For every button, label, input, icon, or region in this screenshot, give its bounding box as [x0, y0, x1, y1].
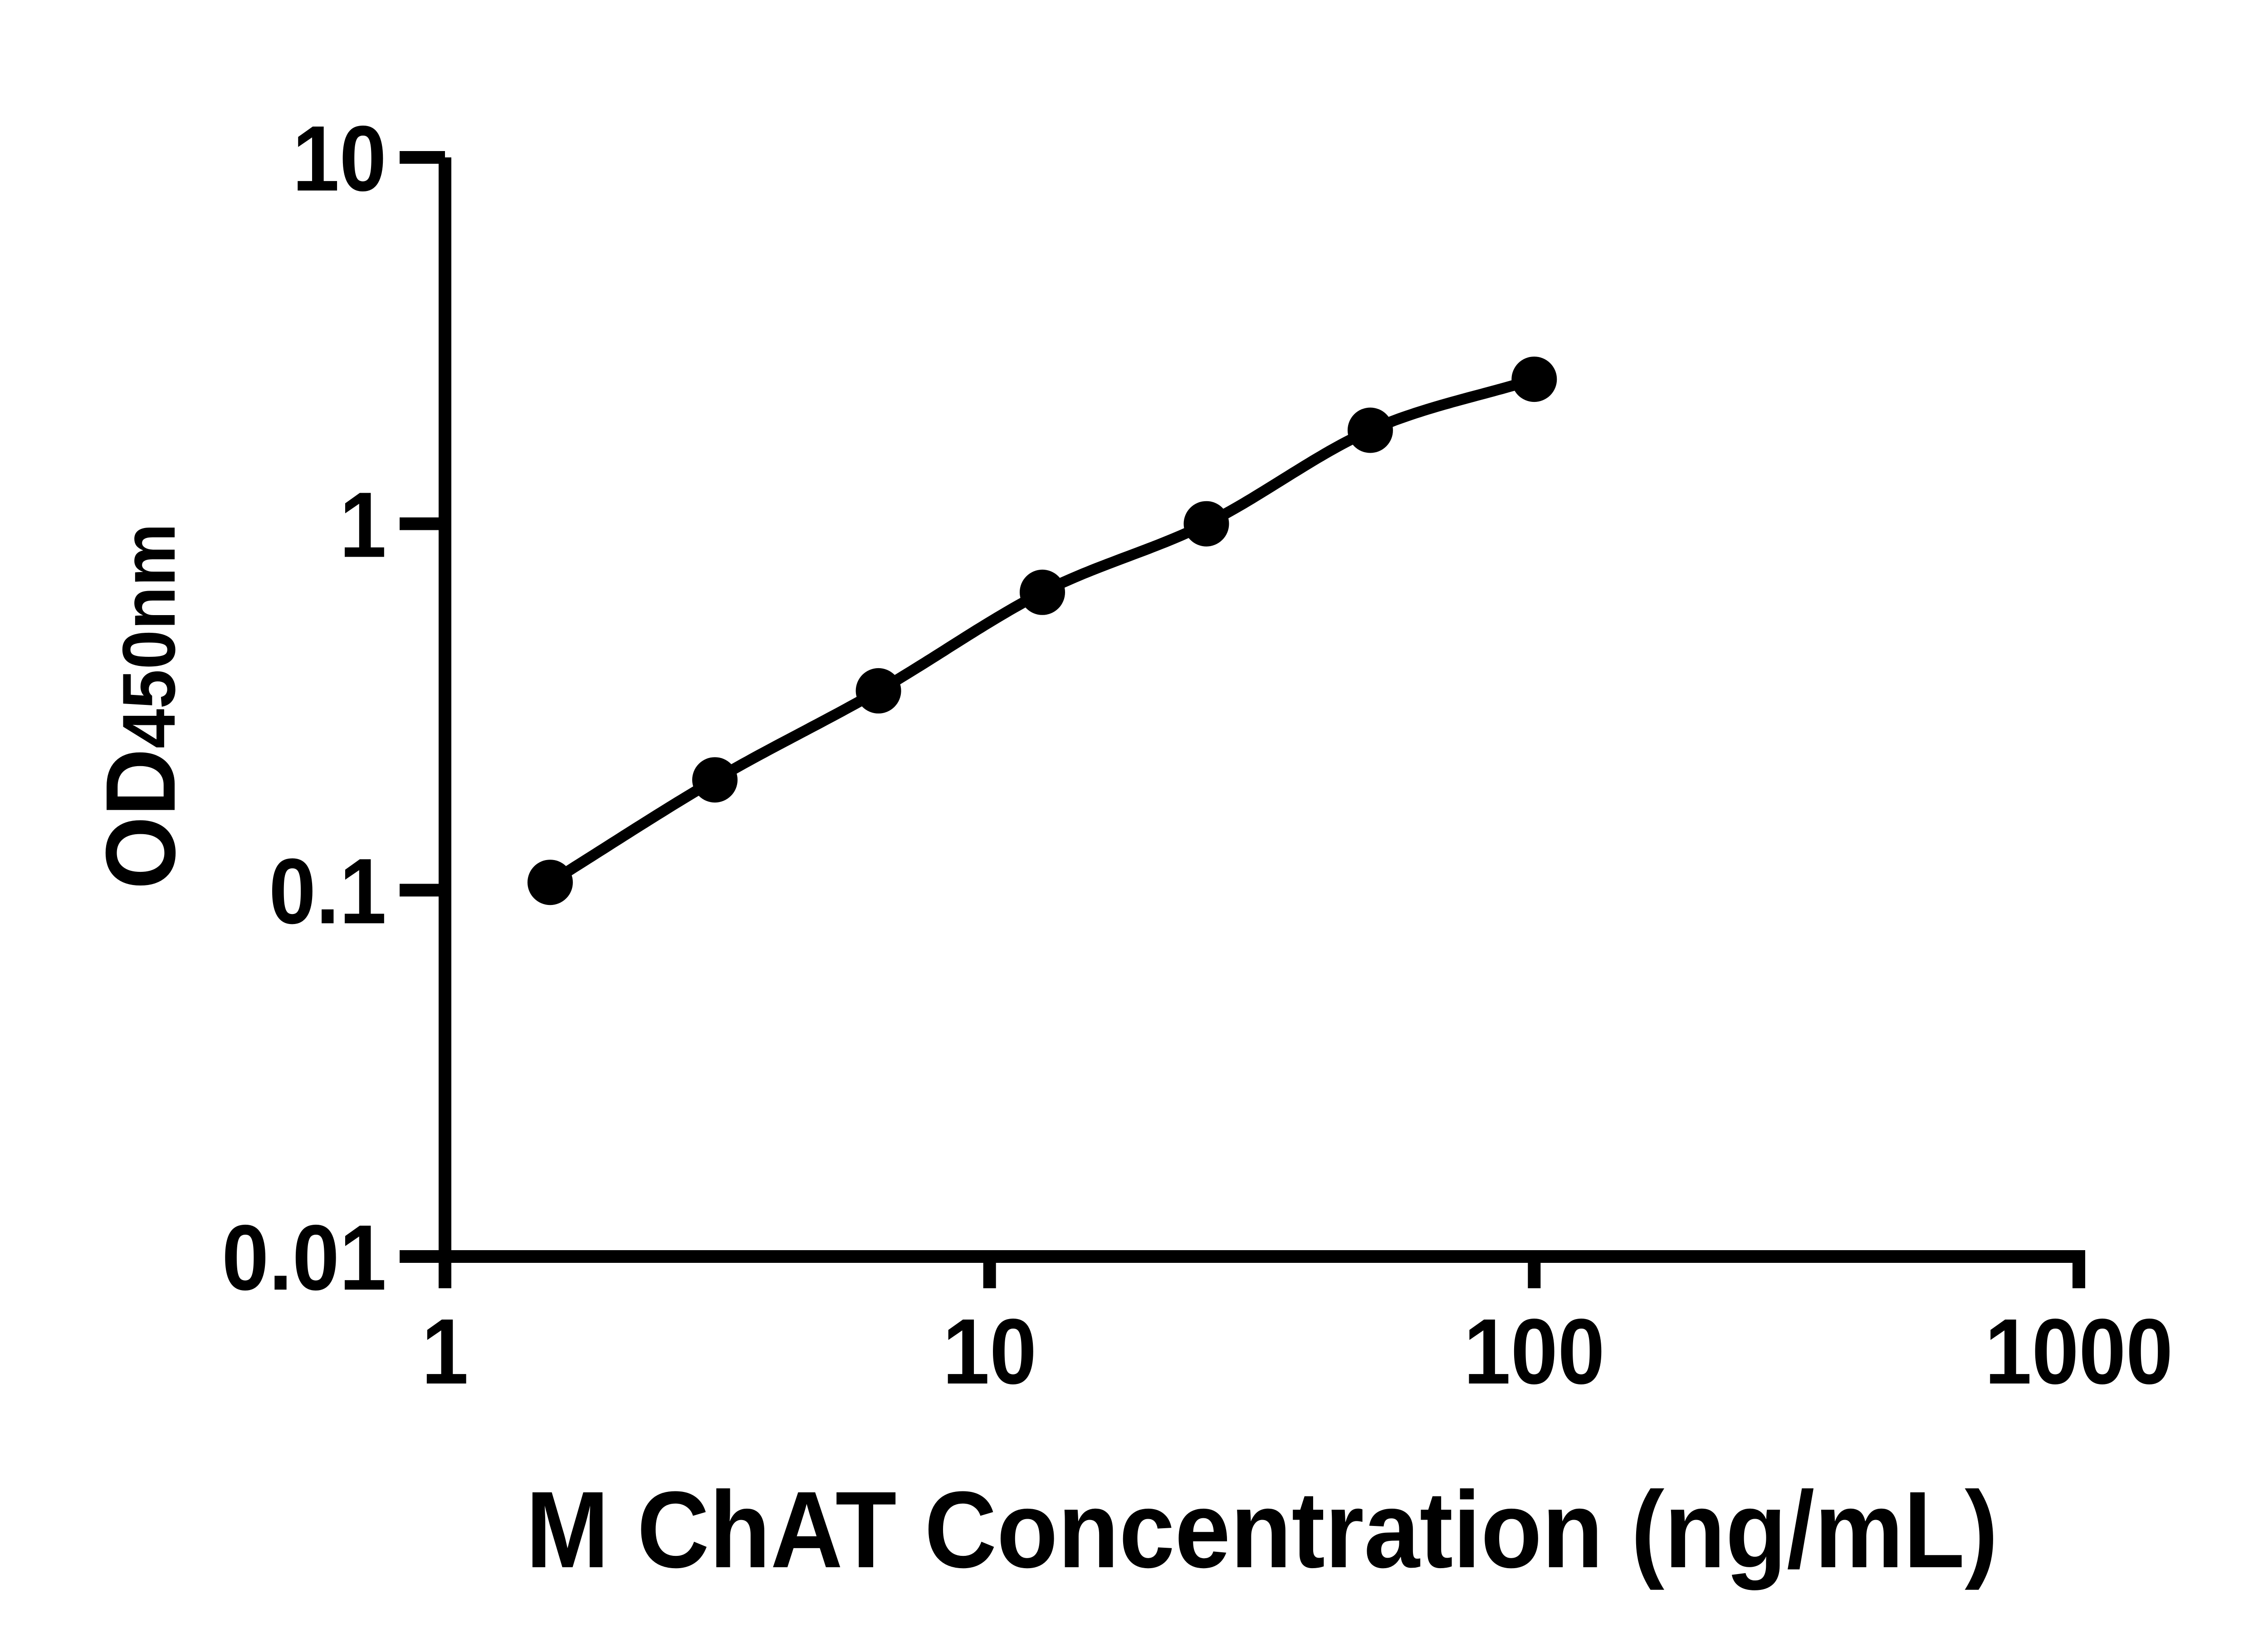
y-axis-tick-labels: 10 1 0.1 0.01	[222, 107, 386, 1310]
fit-curve-line	[544, 374, 1540, 888]
data-point	[1511, 357, 1557, 402]
x-axis-tick-labels: 1 10 100 1000	[421, 1300, 2173, 1403]
y-tick-label-group: 0.01	[222, 1206, 386, 1310]
y-axis-ticks	[400, 151, 445, 1263]
y-axis-title-group: OD450nm	[86, 523, 196, 889]
data-point	[1183, 501, 1229, 547]
data-point	[527, 860, 573, 905]
data-point	[692, 757, 738, 803]
x-axis-title-group: M ChAT Concentration (ng/mL)	[526, 1468, 1998, 1590]
x-tick-label-group: 1	[421, 1300, 469, 1403]
x-tick-label: 100	[1464, 1300, 1605, 1403]
x-tick-label-group: 100	[1464, 1300, 1605, 1403]
x-axis-ticks	[439, 1257, 2085, 1288]
x-axis-title: M ChAT Concentration (ng/mL)	[526, 1468, 1998, 1590]
data-point	[855, 668, 901, 714]
y-tick-label-group: 1	[339, 473, 386, 577]
y-tick-label-group: 0.1	[269, 839, 386, 943]
x-tick-label-group: 1000	[1985, 1300, 2173, 1403]
data-points	[527, 357, 1557, 905]
y-axis-title-subscript: 450nm	[107, 523, 191, 748]
y-tick-label: 0.01	[222, 1206, 386, 1310]
y-axis-title-main: OD	[86, 748, 196, 890]
x-tick-label: 1000	[1985, 1300, 2173, 1403]
y-tick-label: 0.1	[269, 839, 386, 943]
y-axis-title: OD450nm	[86, 523, 196, 889]
data-point	[1020, 569, 1065, 615]
data-point	[1347, 407, 1393, 453]
x-tick-label: 1	[421, 1300, 469, 1403]
axes-frame	[439, 157, 2085, 1263]
y-tick-label: 10	[293, 107, 386, 210]
y-tick-label: 1	[339, 473, 386, 577]
x-tick-label: 10	[943, 1300, 1036, 1403]
x-tick-label-group: 10	[943, 1300, 1036, 1403]
y-tick-label-group: 10	[293, 107, 386, 210]
